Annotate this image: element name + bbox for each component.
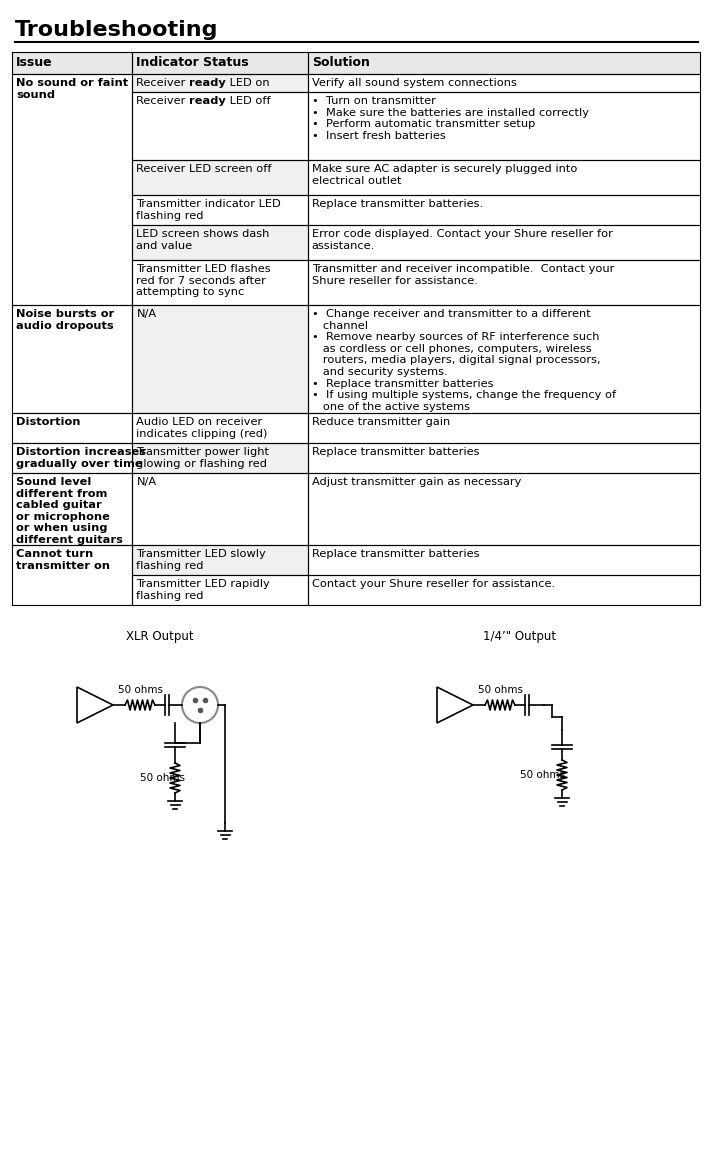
Text: Receiver: Receiver — [136, 96, 190, 106]
Text: Transmitter and receiver incompatible.  Contact your
Shure reseller for assistan: Transmitter and receiver incompatible. C… — [312, 264, 614, 285]
FancyBboxPatch shape — [308, 260, 700, 305]
FancyBboxPatch shape — [133, 74, 308, 92]
FancyBboxPatch shape — [308, 52, 700, 74]
Text: ready: ready — [190, 78, 226, 88]
FancyBboxPatch shape — [133, 160, 308, 195]
Text: Transmitter LED rapidly
flashing red: Transmitter LED rapidly flashing red — [136, 579, 270, 601]
FancyBboxPatch shape — [308, 575, 700, 606]
Text: No sound or faint
sound: No sound or faint sound — [16, 78, 128, 100]
Text: Replace transmitter batteries.: Replace transmitter batteries. — [312, 200, 483, 209]
Text: XLR Output: XLR Output — [126, 630, 194, 643]
FancyBboxPatch shape — [133, 575, 308, 606]
FancyBboxPatch shape — [12, 443, 133, 473]
FancyBboxPatch shape — [133, 195, 308, 225]
FancyBboxPatch shape — [12, 473, 133, 545]
Text: LED on: LED on — [226, 78, 270, 88]
Text: ready: ready — [190, 96, 226, 106]
Text: Sound level
different from
cabled guitar
or microphone
or when using
different g: Sound level different from cabled guitar… — [16, 477, 123, 545]
FancyBboxPatch shape — [133, 52, 308, 74]
FancyBboxPatch shape — [308, 305, 700, 413]
FancyBboxPatch shape — [133, 473, 308, 545]
FancyBboxPatch shape — [133, 443, 308, 473]
Text: Replace transmitter batteries: Replace transmitter batteries — [312, 549, 479, 559]
Text: Replace transmitter batteries: Replace transmitter batteries — [312, 447, 479, 457]
FancyBboxPatch shape — [133, 545, 308, 575]
Text: Receiver LED screen off: Receiver LED screen off — [136, 164, 272, 174]
FancyBboxPatch shape — [12, 74, 133, 305]
Text: Audio LED on receiver
indicates clipping (red): Audio LED on receiver indicates clipping… — [136, 416, 268, 438]
Text: Indicator Status: Indicator Status — [136, 56, 249, 68]
Text: •  Turn on transmitter
•  Make sure the batteries are installed correctly
•  Per: • Turn on transmitter • Make sure the ba… — [312, 96, 589, 140]
FancyBboxPatch shape — [308, 92, 700, 160]
Text: N/A: N/A — [136, 477, 157, 487]
Text: Make sure AC adapter is securely plugged into
electrical outlet: Make sure AC adapter is securely plugged… — [312, 164, 578, 186]
FancyBboxPatch shape — [12, 52, 133, 74]
FancyBboxPatch shape — [133, 225, 308, 260]
Text: Issue: Issue — [16, 56, 53, 68]
Text: Distortion: Distortion — [16, 416, 81, 427]
FancyBboxPatch shape — [133, 413, 308, 443]
Text: Solution: Solution — [312, 56, 370, 68]
Text: 50 ohms: 50 ohms — [140, 773, 185, 783]
Text: Verify all sound system connections: Verify all sound system connections — [312, 78, 517, 88]
Text: Transmitter LED slowly
flashing red: Transmitter LED slowly flashing red — [136, 549, 266, 571]
Text: Receiver: Receiver — [136, 78, 190, 88]
FancyBboxPatch shape — [12, 305, 133, 413]
Text: LED off: LED off — [226, 96, 271, 106]
FancyBboxPatch shape — [308, 443, 700, 473]
Text: 50 ohms: 50 ohms — [520, 770, 565, 780]
Text: Error code displayed. Contact your Shure reseller for
assistance.: Error code displayed. Contact your Shure… — [312, 229, 612, 251]
FancyBboxPatch shape — [133, 92, 308, 160]
FancyBboxPatch shape — [308, 473, 700, 545]
Text: •  Change receiver and transmitter to a different
   channel
•  Remove nearby so: • Change receiver and transmitter to a d… — [312, 309, 616, 412]
FancyBboxPatch shape — [308, 195, 700, 225]
Text: Noise bursts or
audio dropouts: Noise bursts or audio dropouts — [16, 309, 114, 331]
FancyBboxPatch shape — [308, 160, 700, 195]
Text: Transmitter indicator LED
flashing red: Transmitter indicator LED flashing red — [136, 200, 281, 220]
FancyBboxPatch shape — [12, 545, 133, 606]
Text: 50 ohms: 50 ohms — [118, 686, 163, 695]
FancyBboxPatch shape — [308, 225, 700, 260]
Text: Distortion increases
gradually over time: Distortion increases gradually over time — [16, 447, 146, 469]
FancyBboxPatch shape — [133, 260, 308, 305]
Text: Reduce transmitter gain: Reduce transmitter gain — [312, 416, 450, 427]
Text: N/A: N/A — [136, 309, 157, 319]
FancyBboxPatch shape — [12, 413, 133, 443]
FancyBboxPatch shape — [308, 413, 700, 443]
Text: LED screen shows dash
and value: LED screen shows dash and value — [136, 229, 270, 251]
Text: 50 ohms: 50 ohms — [478, 686, 523, 695]
Text: Troubleshooting: Troubleshooting — [15, 20, 218, 39]
FancyBboxPatch shape — [308, 74, 700, 92]
FancyBboxPatch shape — [308, 545, 700, 575]
Text: 1/4’" Output: 1/4’" Output — [483, 630, 557, 643]
Text: Contact your Shure reseller for assistance.: Contact your Shure reseller for assistan… — [312, 579, 555, 589]
Text: Cannot turn
transmitter on: Cannot turn transmitter on — [16, 549, 110, 571]
Text: Transmitter power light
glowing or flashing red: Transmitter power light glowing or flash… — [136, 447, 270, 469]
FancyBboxPatch shape — [133, 305, 308, 413]
Text: Adjust transmitter gain as necessary: Adjust transmitter gain as necessary — [312, 477, 521, 487]
Text: Transmitter LED flashes
red for 7 seconds after
attempting to sync: Transmitter LED flashes red for 7 second… — [136, 264, 271, 297]
